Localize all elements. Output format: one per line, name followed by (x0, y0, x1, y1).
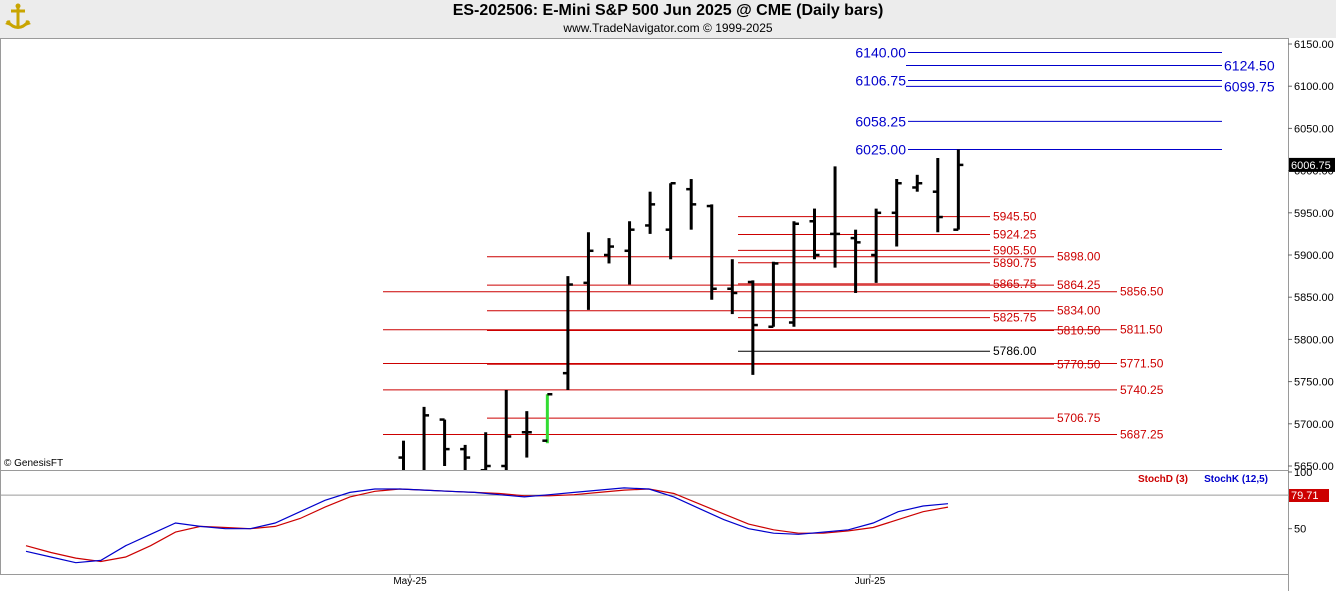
stoch-d-line (25, 488, 949, 563)
support-label: 5834.00 (1057, 304, 1101, 318)
support-label: 5687.25 (1120, 428, 1164, 442)
support-label: 5924.25 (993, 228, 1037, 242)
stoch-tick-label: 50 (1294, 524, 1306, 536)
support-label: 5825.75 (993, 311, 1037, 325)
support-label: 5706.75 (1057, 411, 1101, 425)
resistance-label: 6124.50 (1224, 58, 1275, 74)
support-label: 5810.50 (1057, 324, 1101, 338)
price-tick-label: 5750.00 (1294, 377, 1334, 389)
last-price-box (1289, 157, 1335, 172)
stoch-tick-label: 100 (1294, 467, 1312, 479)
resistance-label: 6140.00 (855, 44, 906, 60)
stoch-k-line (25, 487, 949, 564)
support-label: 5856.50 (1120, 285, 1164, 299)
price-tick-label: 6100.00 (1294, 81, 1334, 93)
support-label: 5905.50 (993, 243, 1037, 257)
last-price-label: 6006.75 (1291, 160, 1331, 172)
price-tick-label: 6050.00 (1294, 123, 1334, 135)
chart-subtitle: www.TradeNavigator.com © 1999-2025 (563, 21, 773, 35)
stoch-last-box (1289, 488, 1329, 502)
support-label: 5770.50 (1057, 357, 1101, 371)
price-chart: 6140.00 6124.50 6106.75 6099.75 6058.25 6025.… (0, 38, 1335, 591)
support-label: 5898.00 (1057, 250, 1101, 264)
price-tick-label: 5900.00 (1294, 250, 1334, 262)
support-label: 5890.75 (993, 256, 1037, 270)
support-label: 5771.50 (1120, 356, 1164, 370)
support-label: 5865.75 (993, 277, 1037, 291)
stoch-legend-d: StochD (3) (1138, 474, 1188, 485)
price-tick-label: 5650.00 (1294, 461, 1334, 473)
resistance-label: 6106.75 (855, 73, 906, 89)
stoch-legend-k: StochK (12,5) (1204, 474, 1268, 485)
price-tick-label: 5800.00 (1294, 334, 1334, 346)
date-label: May-25 (393, 576, 427, 587)
resistance-label: 6025.00 (855, 142, 906, 158)
support-label: 5945.50 (993, 210, 1037, 224)
stoch-last-label: 79.71 (1291, 490, 1319, 502)
chart-title: ES-202506: E-Mini S&P 500 Jun 2025 @ CME… (452, 2, 884, 19)
support-label: 5864.25 (1057, 278, 1101, 292)
price-tick-label: 6150.00 (1294, 39, 1334, 51)
resistance-label: 6058.25 (855, 113, 906, 129)
support-label: 5811.50 (1120, 323, 1163, 337)
price-tick-label: 5700.00 (1294, 419, 1334, 431)
price-tick-label: 5950.00 (1294, 208, 1334, 220)
support-label: 5786.00 (993, 344, 1037, 358)
support-label: 5740.25 (1120, 383, 1164, 397)
date-label: Jun-25 (855, 576, 886, 587)
chart-header: ES-202506: E-Mini S&P 500 Jun 2025 @ CME… (0, 0, 1336, 38)
resistance-label: 6099.75 (1224, 78, 1275, 94)
anchor-logo-icon (2, 2, 34, 34)
price-tick-label: 5850.00 (1294, 292, 1334, 304)
copyright-label: © GenesisFT (4, 458, 64, 469)
